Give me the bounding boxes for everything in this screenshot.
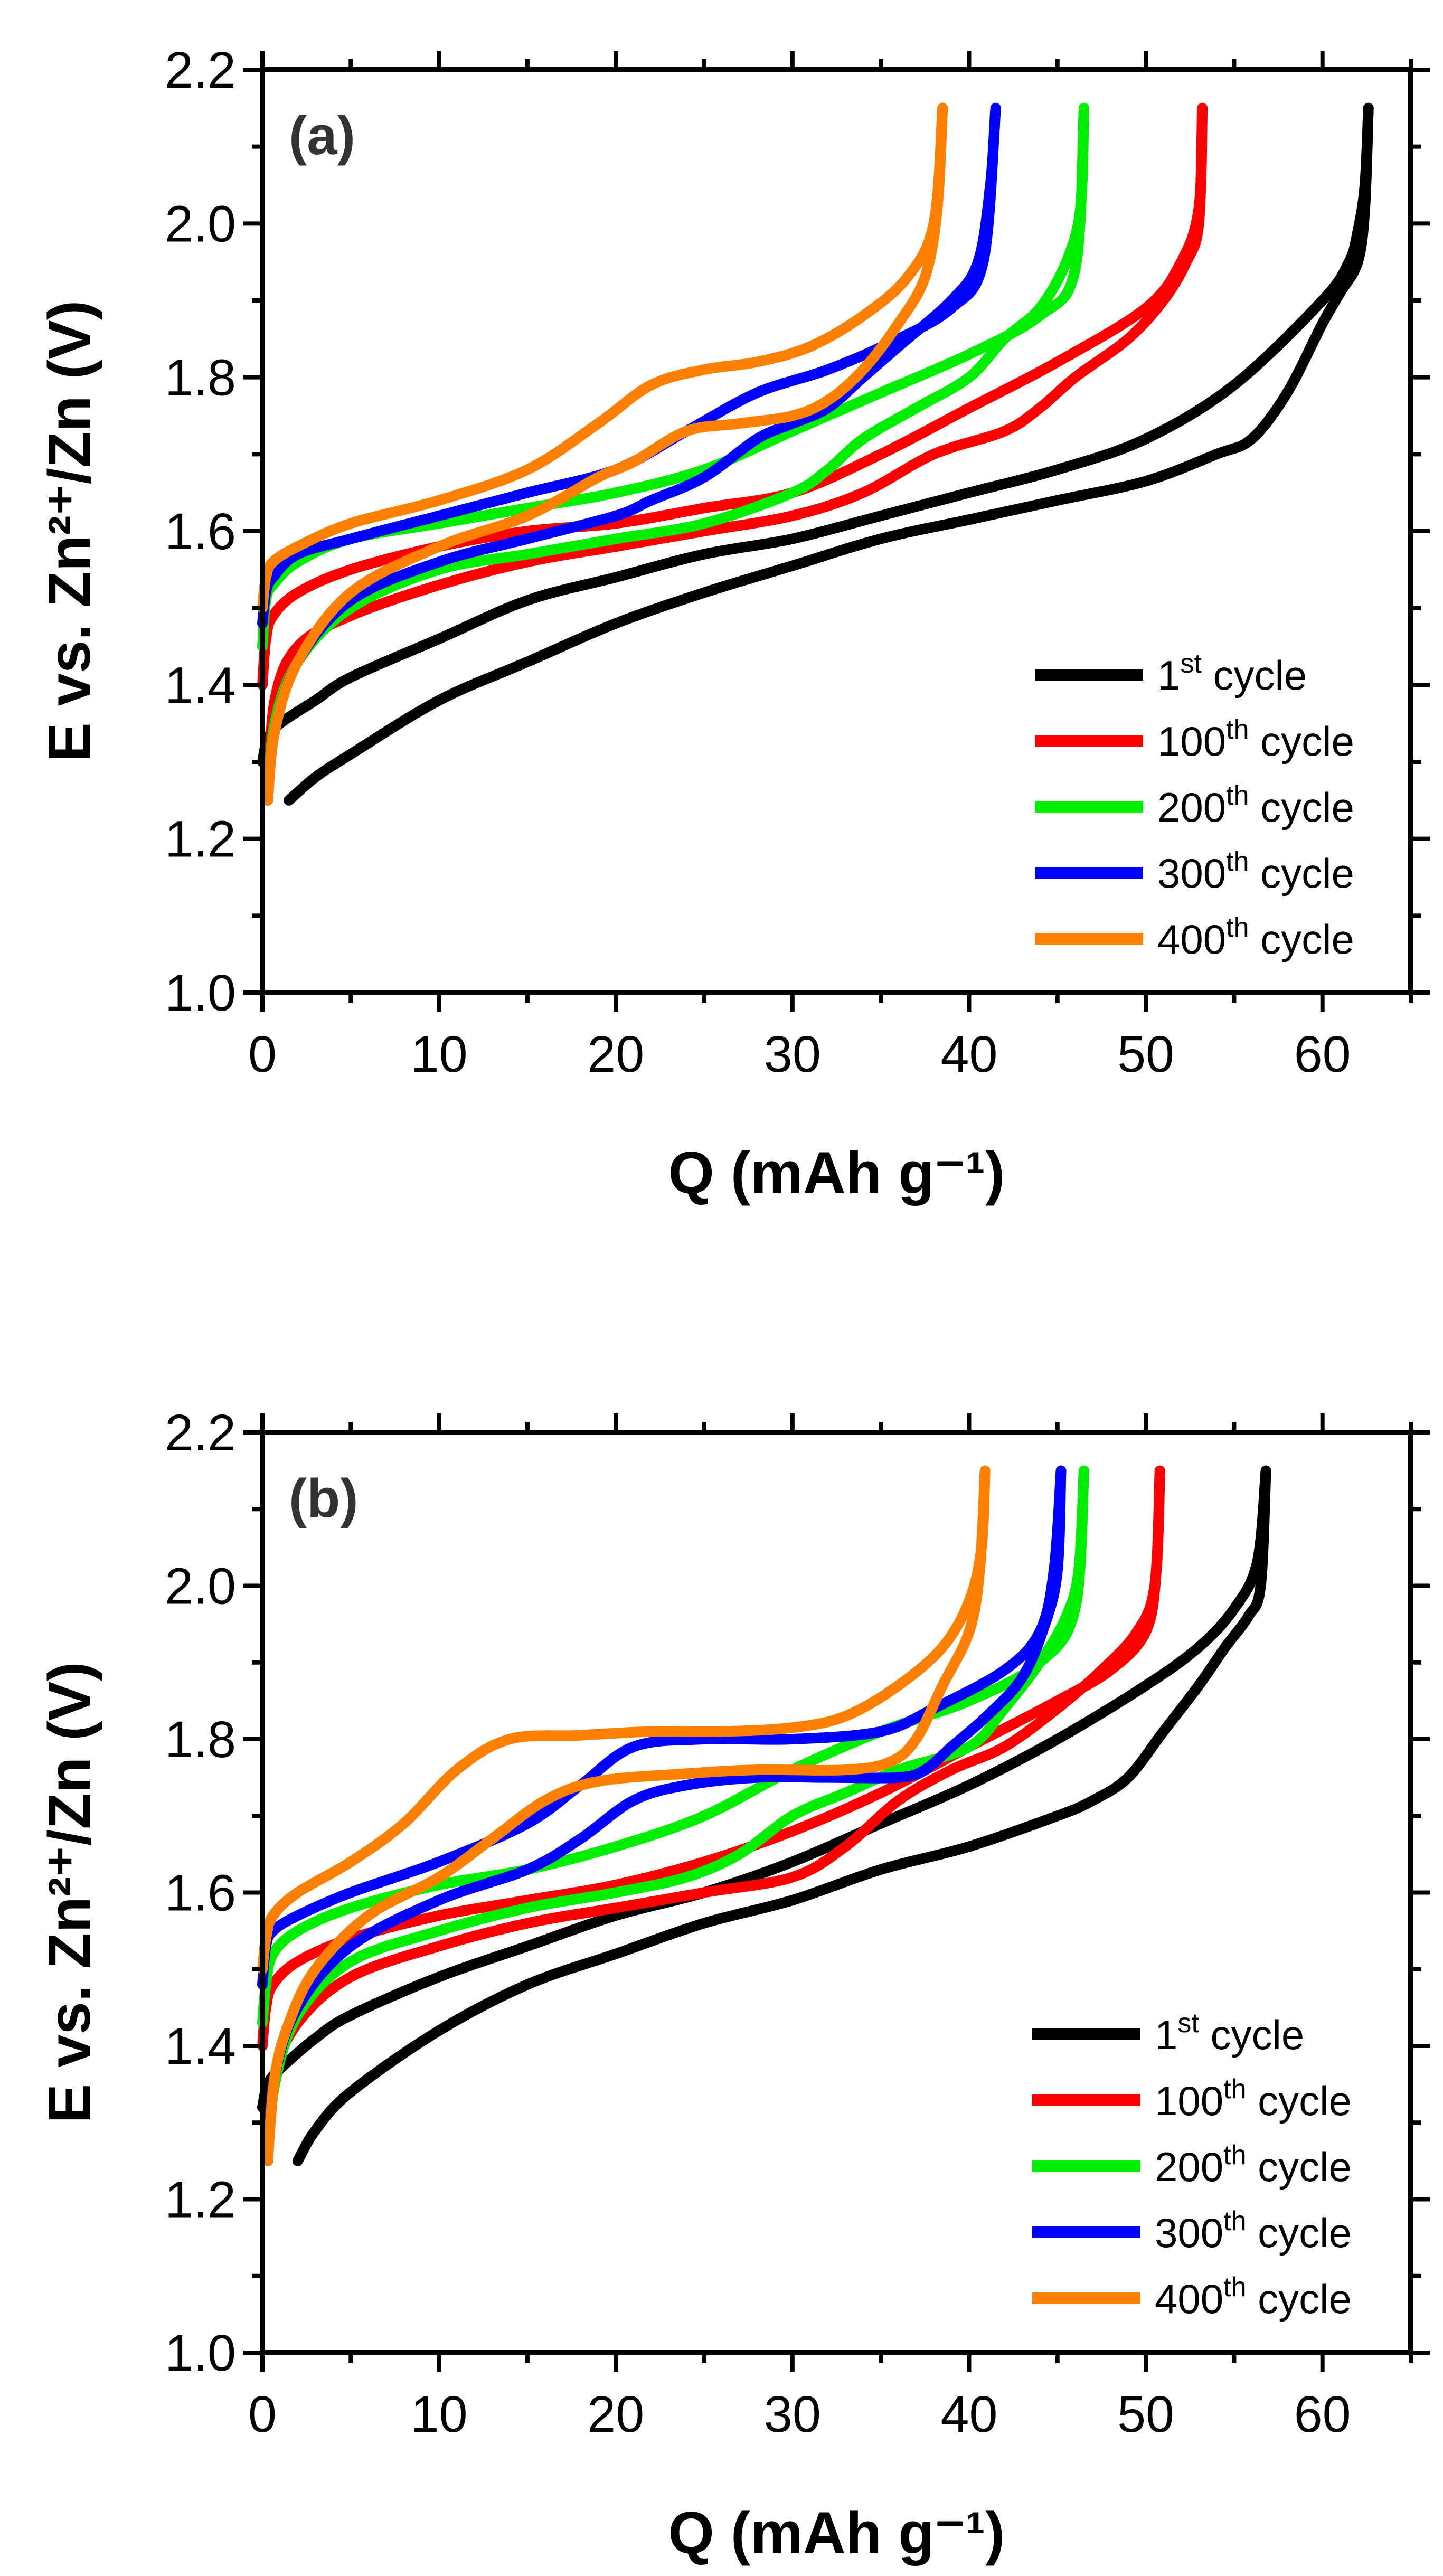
legend-label-suffix: th xyxy=(1226,912,1249,943)
legend-label: 400th cycle xyxy=(1157,912,1354,963)
legend-label-suffix: th xyxy=(1223,2272,1246,2303)
legend-label-number: 400 xyxy=(1155,2276,1223,2322)
panel-a: 0 10 20 30 40 50 60 1.0 1.2 1.4 1.6 1.8 2.0 2.2 Q (mAh… xyxy=(36,41,1430,1206)
y-tick-label: 1.0 xyxy=(165,964,236,1022)
series-line-1-discharge xyxy=(284,102,1374,806)
x-tick-label: 10 xyxy=(411,1025,468,1083)
series-line-1-charge xyxy=(257,102,1374,767)
legend-label-number: 1 xyxy=(1155,2012,1177,2058)
legend-label-suffix: th xyxy=(1226,780,1249,811)
series-line-1-charge xyxy=(257,1465,1271,2113)
x-axis-label: Q (mAh g⁻¹) xyxy=(668,1140,1005,1206)
x-axis-label: Q (mAh g⁻¹) xyxy=(668,2500,1005,2566)
series-line-1-discharge xyxy=(292,1465,1271,2166)
x-tick-label: 60 xyxy=(1294,2385,1351,2443)
x-tick-label: 0 xyxy=(248,1025,277,1083)
x-tick-label: 60 xyxy=(1294,1025,1351,1083)
tick-group xyxy=(243,51,1430,1012)
legend-label-text: cycle xyxy=(1247,2144,1352,2190)
legend-label-number: 1 xyxy=(1157,652,1180,699)
x-tick-label: 50 xyxy=(1117,1025,1174,1083)
series-group xyxy=(257,1465,1271,2166)
legend-label-number: 200 xyxy=(1155,2144,1223,2190)
y-axis-label: E vs. Zn²⁺/Zn (V) xyxy=(36,300,102,762)
legend-label: 100th cycle xyxy=(1157,714,1354,765)
legend-label-suffix: th xyxy=(1223,2206,1246,2237)
legend-label-suffix: st xyxy=(1180,648,1202,679)
legend-label-suffix: th xyxy=(1223,2140,1246,2171)
legend-label-number: 100 xyxy=(1155,2078,1223,2124)
legend-label-text: cycle xyxy=(1249,850,1354,897)
y-tick-label: 1.2 xyxy=(165,2171,236,2229)
legend-label-suffix: th xyxy=(1223,2074,1246,2105)
series-line-2-discharge xyxy=(262,102,1208,806)
x-tick-label: 40 xyxy=(941,1025,998,1083)
y-tick-label: 1.8 xyxy=(165,349,236,407)
panel-label: (b) xyxy=(289,1468,359,1528)
y-tick-label: 1.0 xyxy=(165,2324,236,2382)
series-line-3-discharge xyxy=(262,102,1089,806)
y-tick-label: 2.2 xyxy=(165,41,236,99)
legend-label-number: 100 xyxy=(1157,718,1226,765)
legend-label-suffix: th xyxy=(1226,846,1249,877)
legend-label-number: 300 xyxy=(1157,850,1226,897)
series-line-3-discharge xyxy=(262,1465,1089,2166)
panel-label: (a) xyxy=(289,105,355,166)
series-group xyxy=(257,102,1374,806)
legend-label: 200th cycle xyxy=(1157,780,1354,831)
legend-label-text: cycle xyxy=(1199,2012,1304,2058)
legend-label-text: cycle xyxy=(1247,2078,1352,2124)
series-line-5-discharge xyxy=(262,102,948,806)
legend-label-text: cycle xyxy=(1249,784,1354,831)
x-tick-label: 40 xyxy=(941,2385,998,2443)
series-line-4-discharge xyxy=(262,1465,1067,2166)
legend-label-number: 200 xyxy=(1157,784,1226,831)
legend-label-text: cycle xyxy=(1249,718,1354,765)
y-tick-label: 1.8 xyxy=(165,1711,236,1768)
series-line-5-discharge xyxy=(262,1465,991,2166)
legend-label-suffix: th xyxy=(1226,714,1249,745)
y-tick-label: 2.0 xyxy=(165,195,236,252)
legend-label: 1st cycle xyxy=(1157,648,1307,699)
legend-label: 300th cycle xyxy=(1157,846,1354,897)
panel-b: 0 10 20 30 40 50 60 1.0 1.2 1.4 1.6 1.8 2.0 2.2 Q (mAh… xyxy=(36,1404,1430,2566)
y-axis-label: E vs. Zn²⁺/Zn (V) xyxy=(36,1662,102,2123)
x-tick-label: 20 xyxy=(587,2385,644,2443)
y-tick-label: 2.2 xyxy=(165,1404,236,1461)
x-tick-label: 10 xyxy=(411,2385,468,2443)
series-line-5-charge xyxy=(257,102,948,614)
legend-label: 100th cycle xyxy=(1155,2074,1352,2124)
series-line-5-charge xyxy=(257,1465,991,1975)
x-tick-label: 0 xyxy=(248,2385,277,2443)
x-tick-label: 20 xyxy=(587,1025,644,1083)
y-tick-label: 2.0 xyxy=(165,1558,236,1615)
legend-label-text: cycle xyxy=(1247,2276,1352,2322)
x-tick-label: 30 xyxy=(764,2385,821,2443)
legend-label: 1st cycle xyxy=(1155,2008,1304,2058)
legend-label-text: cycle xyxy=(1247,2210,1352,2256)
y-tick-label: 1.6 xyxy=(165,503,236,560)
y-tick-label: 1.6 xyxy=(165,1864,236,1922)
x-tick-label: 50 xyxy=(1117,2385,1174,2443)
legend-label: 400th cycle xyxy=(1155,2272,1352,2322)
legend-label-suffix: st xyxy=(1177,2008,1199,2039)
legend-label: 300th cycle xyxy=(1155,2206,1352,2256)
series-line-4-charge xyxy=(257,1465,1067,1990)
legend-label-text: cycle xyxy=(1202,652,1307,699)
series-line-2-charge xyxy=(257,102,1208,691)
x-tick-label: 30 xyxy=(764,1025,821,1083)
y-tick-label: 1.4 xyxy=(165,656,236,714)
legend-label-number: 400 xyxy=(1157,916,1226,963)
tick-group xyxy=(243,1413,1430,2372)
legend-label-text: cycle xyxy=(1249,916,1354,963)
legend-label-number: 300 xyxy=(1155,2210,1223,2256)
y-tick-label: 1.2 xyxy=(165,810,236,868)
legend-label: 200th cycle xyxy=(1155,2140,1352,2190)
series-line-2-discharge xyxy=(262,1465,1165,2166)
y-tick-label: 1.4 xyxy=(165,2017,236,2075)
